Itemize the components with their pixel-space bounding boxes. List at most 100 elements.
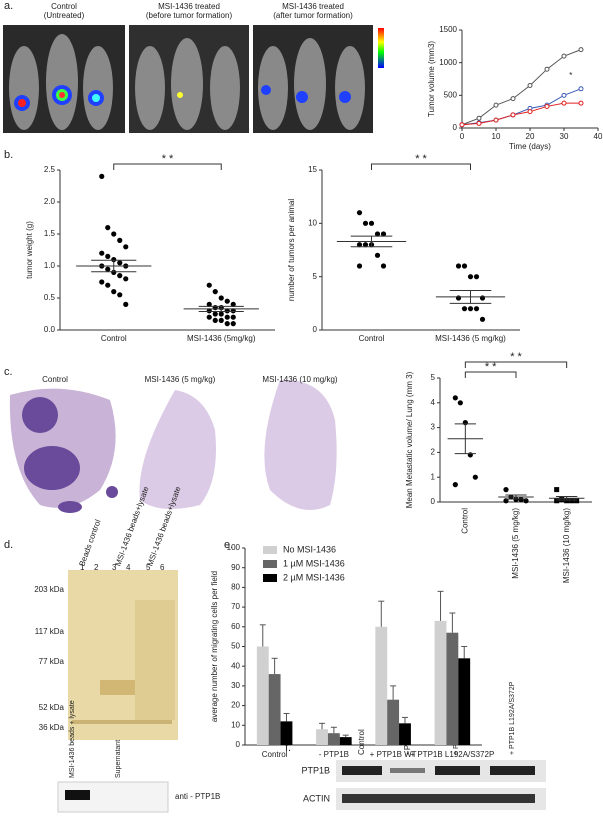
data-point [99,250,105,256]
photo-label: (after tumor formation) [273,11,353,20]
y-tick-label: 70 [231,602,240,611]
data-point [212,289,218,295]
y-axis-label: Mean Metastatic volume/ Lung (mm 3) [405,371,414,508]
data-point [569,498,575,504]
bar [446,632,459,745]
data-point [123,244,129,250]
y-tick-label: 0 [236,740,241,749]
series-line [461,102,581,126]
data-point [123,276,129,282]
antibody-label: anti - PTP1B [175,792,220,801]
y-tick-label: 0.5 [44,293,56,302]
data-point [206,282,212,288]
y-tick-label: 0.0 [44,325,56,334]
bar [316,729,328,745]
data-point [544,103,550,109]
y-tick-label: 100 [227,543,241,552]
data-point [105,225,111,231]
significance-bracket [464,361,568,368]
data-point [111,257,117,263]
panel-label: a. [4,0,13,12]
y-tick-label: 80 [231,583,240,592]
data-point [111,231,117,237]
x-tick-label: Control [262,750,288,759]
y-axis-label: average number of migrating cells per fi… [210,571,219,722]
data-point [212,311,218,317]
data-point [561,53,567,59]
data-point [230,314,236,320]
data-point [578,86,584,92]
lane-number: 4 [126,563,131,572]
data-point [218,317,224,323]
x-tick-label: 0 [460,132,465,141]
data-point [117,237,123,243]
data-point [561,100,567,106]
annotation: * * [485,361,497,373]
data-point [99,173,105,179]
legend-label: No MSI-1436 [283,544,336,554]
data-point [457,400,463,406]
x-tick-label: + PTP1B WT [370,750,417,759]
y-tick-label: 1.5 [44,229,56,238]
y-tick-label: 0 [453,123,458,132]
bar [327,733,340,745]
photo-label: (Untreated) [44,11,85,20]
data-point [224,314,230,320]
lane-number: 1 [80,563,85,572]
lane-label: Beads control [77,518,102,567]
data-point [105,253,111,259]
photo-label: MSI-1436 treated [282,2,344,11]
photo-label: MSI-1436 treated [158,2,220,11]
y-tick-label: 5 [431,373,436,382]
legend-swatch [263,546,277,554]
y-tick-label: 15 [308,165,317,174]
data-point [224,321,230,327]
bar [268,674,281,745]
y-tick-label: 90 [231,563,240,572]
data-point [206,314,212,320]
significance-bracket [371,163,471,170]
data-point [455,295,462,301]
data-point [117,260,123,266]
x-tick-label: Control [101,334,127,343]
section-label: MSI-1436 (5 mg/kg) [145,375,216,384]
legend-label: 1 µM MSI-1436 [283,558,345,568]
x-tick-label: Control [359,334,385,343]
data-point [99,279,105,285]
x-tick-label: 10 [492,132,501,141]
data-point [362,242,369,248]
data-point [527,83,533,89]
x-tick-label: + PTP1B L192A/S372P [410,750,494,759]
photo-label: (before tumor formation) [146,11,233,20]
y-axis-label: number of tumors per animal [287,199,296,301]
y-tick-label: 1000 [439,58,457,67]
data-point [452,395,458,401]
bar [458,658,471,745]
x-axis-label: Time (days) [509,142,551,151]
mw-marker: 117 kDa [35,627,65,636]
data-point [356,242,363,248]
row-label: ACTIN [303,793,330,803]
data-point [574,498,580,504]
x-tick-label: MSI-1436 (5 mg/kg) [435,334,506,343]
data-point [356,210,363,216]
data-point [230,321,236,327]
data-point [473,306,480,312]
silver-gel [57,570,178,813]
x-tick-label: 30 [560,132,569,141]
data-point [117,292,123,298]
mw-marker: 52 kDa [39,703,65,712]
data-point [230,301,236,307]
y-tick-label: 50 [231,642,240,651]
data-point [493,117,499,123]
bar [375,626,388,745]
y-tick-label: 500 [444,90,458,99]
data-point [510,112,516,118]
data-point [380,231,387,237]
annotation: * * [415,153,427,165]
data-point [218,311,224,317]
data-point [380,263,387,269]
data-point [230,308,236,314]
blot-label: Supernatant [115,740,122,778]
